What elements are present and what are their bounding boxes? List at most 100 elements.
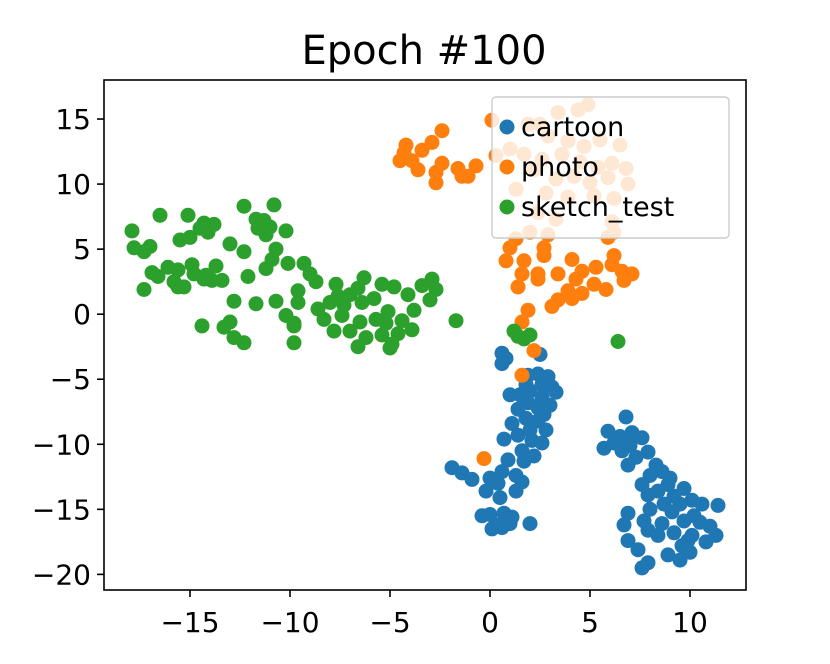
point-photo	[550, 266, 566, 282]
point-photo	[520, 302, 536, 318]
y-tick-label: −5	[50, 363, 91, 396]
point-cartoon	[478, 483, 494, 499]
point-photo	[564, 291, 580, 307]
legend-label-sketch-test: sketch_test	[521, 192, 674, 223]
point-photo	[598, 282, 614, 297]
point-sketch-test	[350, 339, 366, 355]
point-sketch-test	[354, 295, 370, 310]
point-cartoon	[642, 501, 658, 517]
point-cartoon	[654, 516, 670, 532]
point-sketch-test	[208, 258, 224, 274]
point-cartoon	[650, 527, 666, 543]
point-photo	[476, 451, 492, 467]
point-sketch-test	[334, 308, 350, 323]
point-sketch-test	[352, 314, 368, 330]
point-cartoon	[492, 490, 508, 506]
point-sketch-test	[286, 318, 302, 334]
point-photo	[454, 168, 470, 184]
point-sketch-test	[226, 293, 242, 309]
x-tick-label: −5	[369, 606, 410, 639]
point-sketch-test	[182, 229, 198, 245]
chart-title: Epoch #100	[301, 28, 546, 74]
point-photo	[586, 276, 602, 292]
point-sketch-test	[374, 276, 390, 292]
point-cartoon	[620, 457, 636, 473]
point-photo	[530, 271, 546, 287]
point-cartoon	[494, 356, 510, 372]
point-sketch-test	[374, 327, 390, 343]
point-photo	[564, 252, 580, 267]
point-sketch-test	[236, 198, 252, 214]
point-sketch-test	[286, 335, 302, 351]
point-sketch-test	[226, 330, 242, 346]
point-sketch-test	[382, 340, 398, 356]
point-cartoon	[630, 542, 646, 558]
legend-box	[491, 96, 730, 239]
point-cartoon	[494, 520, 510, 536]
legend-marker-sketch-test	[499, 199, 515, 215]
y-tick-label: 10	[55, 168, 91, 201]
point-cartoon	[510, 427, 526, 443]
point-photo	[510, 279, 526, 295]
point-cartoon	[596, 440, 612, 456]
point-cartoon	[672, 552, 688, 568]
y-tick-label: −15	[32, 493, 91, 526]
point-sketch-test	[250, 220, 266, 236]
point-sketch-test	[422, 292, 438, 308]
point-sketch-test	[406, 302, 422, 318]
legend-marker-photo	[499, 159, 515, 175]
point-photo	[468, 158, 484, 174]
point-sketch-test	[356, 270, 372, 286]
point-cartoon	[634, 430, 650, 446]
legend: cartoon photo sketch_test	[491, 96, 730, 239]
point-cartoon	[504, 416, 520, 431]
y-tick-label: 15	[55, 103, 91, 136]
point-sketch-test	[522, 327, 538, 343]
point-sketch-test	[394, 313, 410, 329]
y-tick-label: 5	[73, 233, 91, 266]
point-cartoon	[502, 387, 518, 403]
point-photo	[392, 153, 408, 169]
point-cartoon	[694, 496, 710, 512]
point-photo	[536, 248, 552, 264]
point-photo	[498, 253, 514, 269]
point-sketch-test	[386, 279, 402, 295]
point-sketch-test	[278, 223, 294, 239]
point-sketch-test	[308, 274, 324, 290]
legend-label-cartoon: cartoon	[521, 112, 624, 143]
point-sketch-test	[222, 236, 238, 252]
point-sketch-test	[342, 323, 358, 339]
y-tick-label: −20	[32, 558, 91, 591]
point-photo	[526, 343, 542, 359]
point-cartoon	[508, 483, 524, 499]
point-sketch-test	[380, 304, 396, 320]
point-cartoon	[618, 409, 634, 425]
point-photo	[514, 266, 530, 282]
point-sketch-test	[290, 295, 306, 310]
point-sketch-test	[194, 318, 210, 334]
point-photo	[410, 162, 426, 178]
point-cartoon	[664, 504, 680, 520]
point-cartoon	[676, 513, 692, 529]
point-sketch-test	[378, 315, 394, 331]
point-photo	[516, 253, 532, 269]
point-cartoon	[600, 423, 616, 439]
point-sketch-test	[326, 323, 342, 339]
legend-marker-cartoon	[499, 119, 515, 135]
x-tick-label: 0	[481, 606, 499, 639]
point-cartoon	[518, 410, 534, 426]
point-sketch-test	[266, 197, 282, 213]
point-cartoon	[666, 525, 682, 541]
point-cartoon	[496, 431, 512, 447]
point-sketch-test	[170, 262, 186, 278]
point-photo	[414, 142, 430, 158]
point-sketch-test	[214, 272, 230, 288]
point-photo	[588, 259, 604, 275]
point-sketch-test	[152, 207, 168, 223]
point-sketch-test	[180, 207, 196, 223]
point-sketch-test	[280, 255, 296, 271]
point-cartoon	[616, 517, 632, 533]
point-sketch-test	[400, 287, 416, 303]
point-sketch-test	[258, 261, 274, 277]
